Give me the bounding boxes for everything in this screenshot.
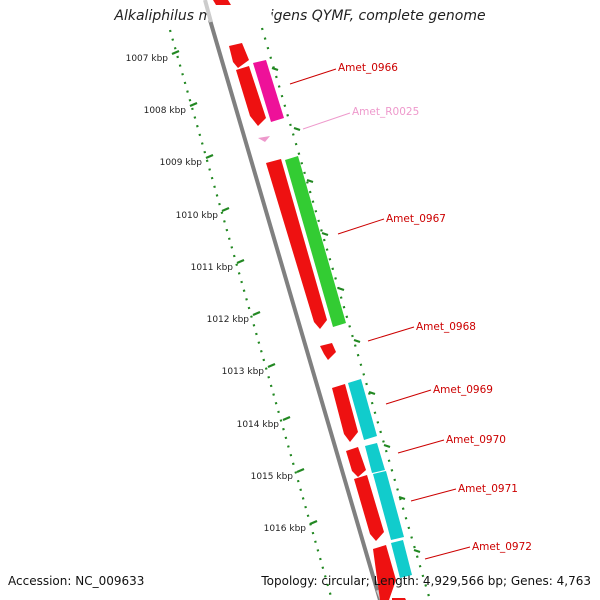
- ruler-tick: [189, 101, 198, 108]
- cds-amet-0968: [320, 343, 336, 360]
- ruler-tick: [267, 362, 276, 369]
- feature-cyan-2: [365, 443, 385, 473]
- ruler-label: 1008 kbp: [144, 106, 187, 116]
- gene-label-amet-0967: Amet_0967: [386, 213, 446, 225]
- gene-label-amet-0968: Amet_0968: [416, 321, 476, 333]
- cds-amet-0966: [236, 66, 266, 126]
- ruler-tick: [309, 519, 318, 526]
- topology-summary: Topology: circular; Length: 4,929,566 bp…: [261, 574, 591, 588]
- ruler-tick: [296, 467, 305, 474]
- ruler-label: 1014 kbp: [237, 420, 280, 430]
- gene-label-amet-0969: Amet_0969: [433, 384, 493, 396]
- rrna-amet-r0025: [258, 136, 270, 142]
- ruler-tick: [205, 153, 214, 160]
- cds-amet-0969: [332, 384, 358, 442]
- ruler-label: 1007 kbp: [126, 54, 169, 64]
- ruler-tick: [221, 206, 230, 213]
- feature-cyan-4: [391, 540, 412, 578]
- gene-label-amet-0966: Amet_0966: [338, 62, 398, 74]
- ruler-label: 1015 kbp: [251, 472, 294, 482]
- ruler-tick: [282, 415, 291, 422]
- ruler-tick: [252, 310, 261, 317]
- cds-amet-0971: [354, 475, 384, 541]
- gene-label-amet-0971: Amet_0971: [458, 483, 518, 495]
- ruler-label: 1012 kbp: [207, 315, 250, 325]
- feature-cyan-3: [373, 471, 404, 540]
- gene-label-amet-0972: Amet_0972: [472, 541, 532, 553]
- cds-amet-0972: [373, 545, 396, 600]
- label-leaders: [289, 68, 471, 560]
- ruler-label: 1009 kbp: [160, 158, 203, 168]
- ruler-label: 1016 kbp: [264, 524, 307, 534]
- cds-amet-0967: [266, 159, 327, 329]
- ruler-tick: [171, 49, 180, 56]
- gene-label-amet-r0025: Amet_R0025: [352, 106, 419, 118]
- ruler-label: 1010 kbp: [176, 211, 219, 221]
- feature-cyan-1: [348, 379, 377, 440]
- backbone-top-fade: [203, 0, 213, 23]
- accession-text: Accession: NC_009633: [8, 574, 145, 588]
- cds-top-edge: [213, 0, 231, 5]
- outer-major-ticks: [271, 66, 421, 554]
- cds-amet-0970: [346, 447, 366, 477]
- ruler-label: 1011 kbp: [191, 263, 234, 273]
- cds-small-1: [229, 43, 249, 68]
- feature-green: [285, 156, 346, 327]
- ruler-label: 1013 kbp: [222, 367, 265, 377]
- rrna-feature-magenta: [253, 60, 284, 122]
- ruler-tick: [236, 258, 245, 265]
- backbone-line: [208, 19, 382, 600]
- gene-label-amet-0970: Amet_0970: [446, 434, 506, 446]
